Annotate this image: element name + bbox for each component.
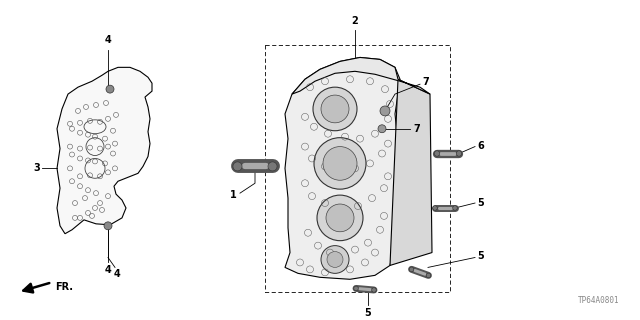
Circle shape [321,95,349,123]
Circle shape [378,125,386,133]
Text: 1: 1 [230,190,237,200]
Circle shape [233,162,242,171]
Circle shape [313,87,357,131]
Circle shape [456,151,461,156]
Circle shape [268,162,277,171]
Polygon shape [292,58,430,94]
Text: 4: 4 [114,269,120,279]
Text: 4: 4 [104,265,111,276]
Circle shape [372,288,376,292]
Polygon shape [285,58,400,279]
Text: TP64A0801: TP64A0801 [579,296,620,305]
Text: 4: 4 [104,35,111,44]
Text: 6: 6 [477,140,484,151]
Text: 2: 2 [351,16,358,26]
Circle shape [317,195,363,241]
Circle shape [106,85,114,93]
Circle shape [380,106,390,116]
Text: 3: 3 [33,164,40,173]
Circle shape [327,252,343,268]
Circle shape [426,273,431,278]
Circle shape [435,151,440,156]
Text: 5: 5 [365,308,371,318]
Text: 5: 5 [477,251,484,260]
Polygon shape [390,79,432,265]
Circle shape [323,147,357,180]
Text: 7: 7 [413,124,420,134]
Polygon shape [57,67,152,234]
Circle shape [354,286,358,291]
Circle shape [321,246,349,273]
Text: 7: 7 [422,77,429,87]
Circle shape [104,222,112,230]
Circle shape [452,206,457,210]
Text: 5: 5 [477,198,484,208]
Circle shape [433,206,437,210]
Circle shape [314,138,366,189]
Text: FR.: FR. [55,282,73,292]
Circle shape [326,204,354,232]
Circle shape [409,267,414,272]
